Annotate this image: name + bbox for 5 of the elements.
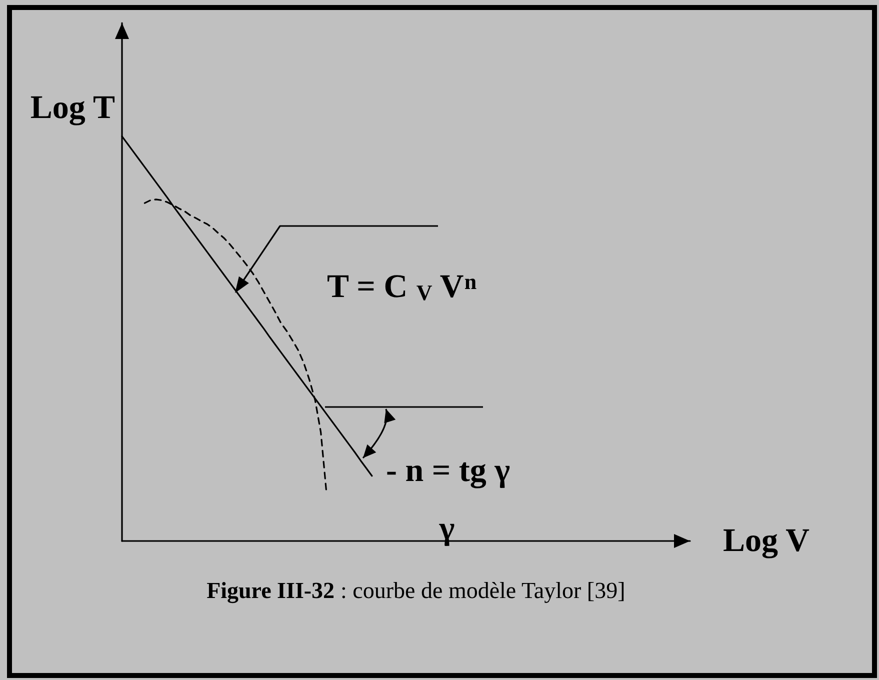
- y-axis-title: Log T: [30, 90, 115, 126]
- annotation: γ: [438, 511, 455, 547]
- text: Figure III-32 : courbe de modèle Taylor [39]: [206, 578, 626, 604]
- annotation: - n = tg γ: [386, 453, 510, 489]
- x-axis-title: Log V: [723, 523, 810, 559]
